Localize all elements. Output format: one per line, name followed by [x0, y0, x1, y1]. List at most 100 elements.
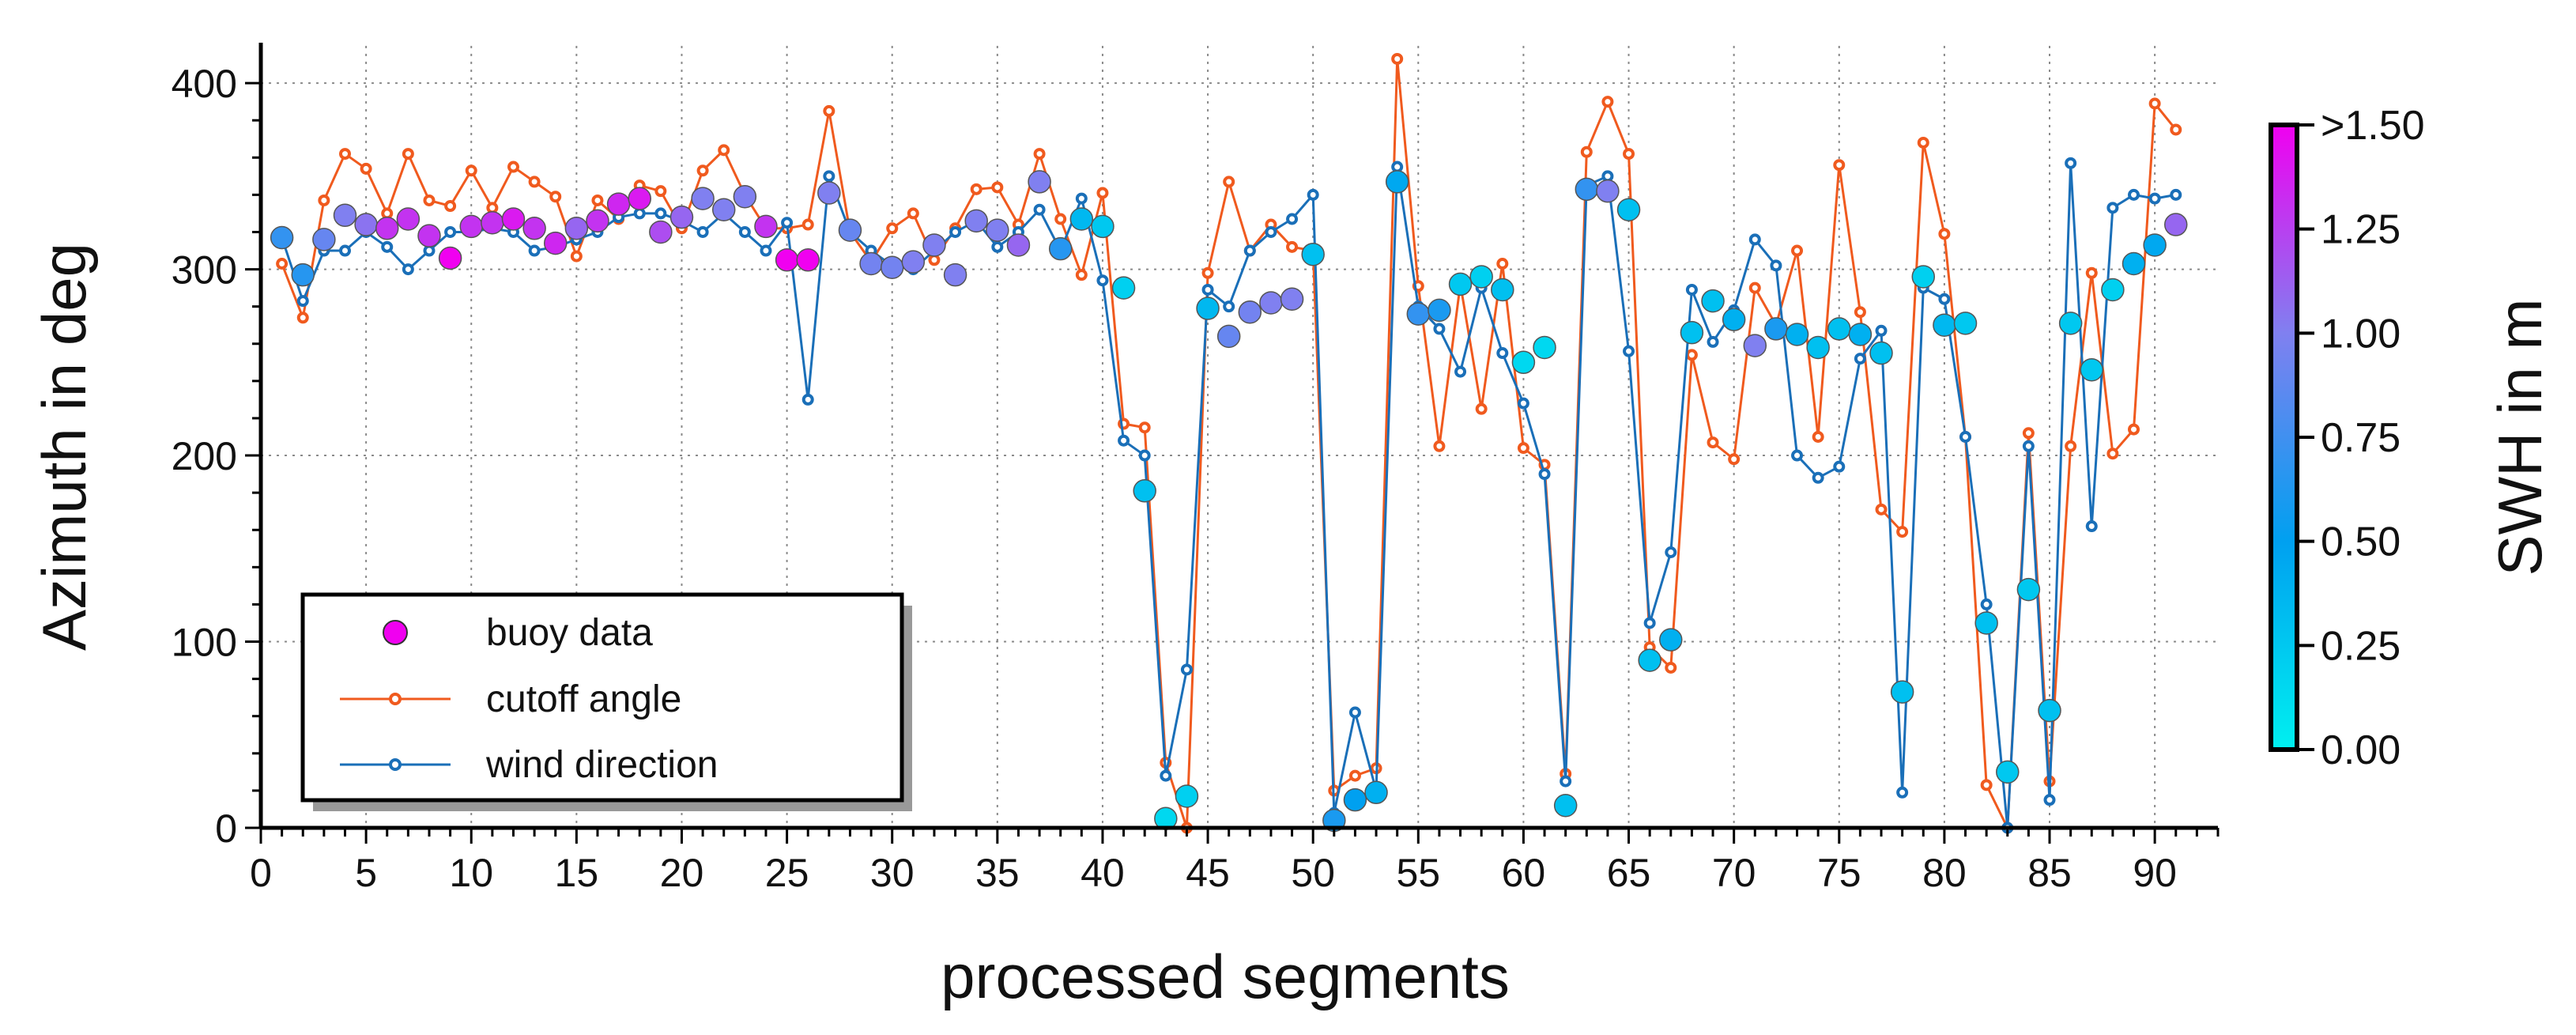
buoy-data-point — [396, 207, 421, 231]
wind-direction-point — [1391, 161, 1404, 173]
buoy-data-point — [1428, 298, 1451, 323]
colorbar-tick-label: 1.25 — [2321, 207, 2401, 253]
buoy-data-point — [2164, 213, 2188, 236]
wind-direction-point — [1959, 431, 1972, 443]
cutoff-angle-point — [1748, 281, 1761, 294]
colorbar-ticks: 0.00 0.25 0.50 0.75 1.00 1.25 >1.50 — [2297, 103, 2425, 773]
wind-direction-point — [1496, 347, 1509, 360]
x-tick-label: 70 — [1712, 851, 1756, 895]
buoy-data-point — [1175, 784, 1199, 808]
buoy-data-point — [1196, 297, 1220, 320]
buoy-data-point — [628, 187, 651, 210]
buoy-data-point — [1216, 324, 1241, 349]
buoy-data-point — [1491, 278, 1514, 302]
buoy-data-point — [333, 203, 357, 228]
buoy-data-point — [943, 263, 967, 287]
wind-direction-point — [991, 240, 1004, 253]
wind-direction-point — [1748, 233, 1761, 246]
buoy-data-point — [859, 251, 883, 276]
buoy-data-point — [2016, 577, 2041, 602]
cutoff-angle-point — [1223, 176, 1235, 188]
wind-direction-point — [2065, 157, 2077, 169]
cutoff-angle-point — [2148, 97, 2161, 110]
buoy-data-point — [649, 220, 673, 244]
x-tick-label: 30 — [870, 851, 915, 895]
wind-direction-point — [760, 244, 772, 257]
buoy-data-point — [522, 217, 546, 240]
wind-direction-point — [2043, 794, 2056, 806]
cutoff-angle-point — [381, 207, 394, 220]
y-tick-label: 100 — [172, 621, 237, 665]
cutoff-angle-point — [1517, 442, 1529, 455]
wind-direction-point — [781, 217, 794, 229]
buoy-data-point — [1406, 302, 1431, 326]
buoy-data-point — [2101, 278, 2125, 302]
buoy-data-point — [796, 248, 820, 272]
cutoff-angle-point — [570, 250, 583, 263]
x-tick-label: 25 — [765, 851, 809, 895]
wind-direction-point — [1833, 460, 1846, 473]
cutoff-angle-point — [296, 312, 309, 324]
cutoff-angle-point — [2128, 423, 2140, 436]
colorbar-tick-label: >1.50 — [2321, 103, 2425, 149]
cutoff-angle-point — [1707, 436, 1719, 449]
wind-direction-point — [1643, 617, 1656, 629]
wind-direction-point — [1348, 706, 1361, 719]
x-tick-label: 35 — [975, 851, 1020, 895]
cutoff-angle-point — [444, 200, 457, 213]
buoy-data-point — [1933, 313, 1956, 337]
x-tick-label: 45 — [1186, 851, 1230, 895]
wind-direction-point — [1138, 449, 1151, 462]
colorbar-gradient — [2269, 123, 2299, 752]
buoy-data-point — [1469, 265, 1493, 289]
buoy-data-point — [2080, 357, 2104, 382]
wind-direction-point — [1075, 192, 1088, 205]
wind-direction-point — [1243, 244, 1256, 257]
buoy-data-point — [1553, 793, 1578, 818]
wind-direction-point — [423, 244, 436, 257]
cutoff-angle-point — [1854, 306, 1866, 319]
legend-wind-label: wind direction — [485, 744, 718, 786]
cutoff-angle-point — [718, 144, 730, 157]
x-tick-label: 20 — [660, 851, 704, 895]
x-tick-label: 85 — [2027, 851, 2072, 895]
wind-direction-point — [1791, 449, 1804, 462]
wind-direction-point — [528, 244, 541, 257]
cutoff-angle-point — [1496, 258, 1509, 270]
buoy-data-point — [1006, 233, 1031, 257]
buoy-data-point — [1890, 680, 1914, 704]
buoy-data-point — [586, 209, 609, 233]
cutoff-angle-point — [1980, 779, 1993, 791]
cutoff-angle-point — [2022, 427, 2035, 440]
buoy-data-point — [1616, 198, 1641, 221]
buoy-data-point — [606, 192, 631, 216]
colorbar-tick-label: 0.50 — [2321, 519, 2401, 565]
wind-direction-point — [696, 225, 709, 238]
legend-wind-marker — [389, 758, 402, 771]
cutoff-angle-point — [696, 164, 709, 177]
wind-direction-point — [1560, 775, 1572, 788]
wind-direction-point — [2170, 188, 2182, 201]
buoy-data-point — [1827, 317, 1851, 341]
buoy-data-point — [986, 218, 1009, 242]
wind-direction-point — [1265, 225, 1277, 238]
buoy-data-point — [1659, 628, 1683, 652]
buoy-data-point — [1785, 323, 1809, 346]
wind-direction-point — [633, 207, 646, 220]
buoy-data-point — [1638, 648, 1661, 672]
wind-direction-point — [1160, 769, 1172, 782]
wind-direction-point — [801, 393, 814, 406]
buoy-data-point — [1511, 350, 1536, 375]
cutoff-angle-point — [1580, 145, 1593, 158]
cutoff-angle-point — [1875, 503, 1888, 516]
buoy-data-point — [922, 233, 946, 257]
x-tick-label: 55 — [1396, 851, 1440, 895]
wind-direction-point — [1875, 324, 1888, 337]
buoy-data-point — [1743, 334, 1767, 357]
cutoff-angle-point — [591, 194, 604, 206]
buoy-data-point — [669, 205, 694, 229]
buoy-data-point — [481, 210, 504, 235]
legend-buoy-marker — [383, 620, 408, 645]
cutoff-angle-point — [1391, 52, 1404, 65]
wind-direction-point — [1770, 259, 1782, 272]
